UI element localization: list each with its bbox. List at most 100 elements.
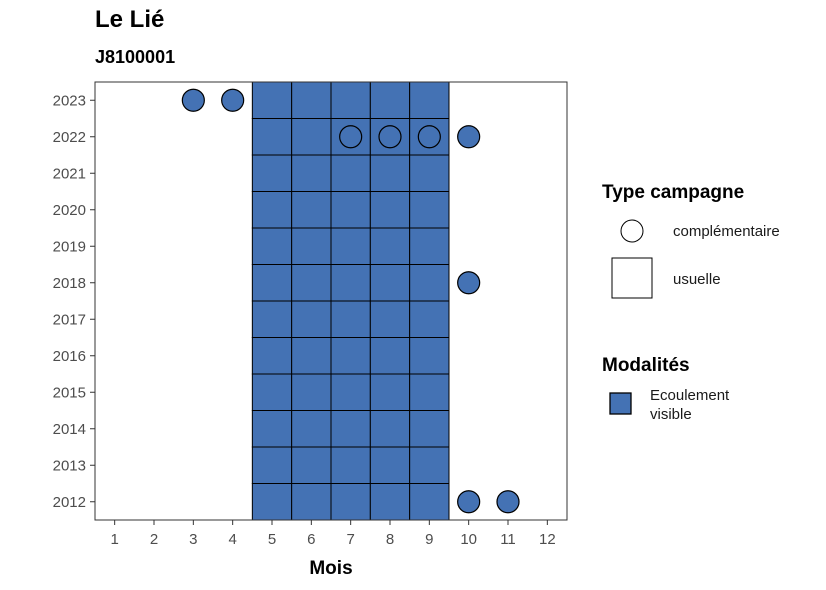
cell-2013-5 bbox=[251, 446, 293, 484]
y-tick-label-2023: 2023 bbox=[53, 92, 86, 109]
panel-border bbox=[94, 81, 568, 521]
cell-2020-8 bbox=[369, 191, 411, 229]
cell-2013-6 bbox=[291, 446, 332, 484]
cell-2013-7 bbox=[330, 446, 371, 484]
y-tick-label-2017: 2017 bbox=[53, 311, 86, 328]
cell-2015-9 bbox=[409, 373, 450, 411]
cell-2018-8 bbox=[369, 264, 411, 302]
x-tick-label-12: 12 bbox=[539, 531, 556, 548]
x-tick-label-5: 5 bbox=[268, 531, 276, 548]
cell-2017-7 bbox=[330, 300, 371, 338]
cell-2021-8 bbox=[369, 154, 411, 192]
cell-2022-5 bbox=[251, 118, 293, 156]
cell-2016-8 bbox=[369, 337, 411, 375]
y-tick-label-2016: 2016 bbox=[53, 348, 86, 365]
y-tick-label-2015: 2015 bbox=[53, 384, 86, 401]
y-tick-label-2012: 2012 bbox=[53, 494, 86, 511]
cell-2015-7 bbox=[330, 373, 371, 411]
x-tick-label-11: 11 bbox=[500, 531, 516, 548]
legend-label-line-2: visible bbox=[650, 406, 692, 423]
x-tick-label-2: 2 bbox=[150, 531, 158, 548]
x-tick-label-6: 6 bbox=[307, 531, 315, 548]
cell-2017-6 bbox=[291, 300, 332, 338]
legend-key-ecoulement-visible bbox=[609, 392, 632, 415]
cell-2015-8 bbox=[369, 373, 411, 411]
cell-2021-6 bbox=[291, 154, 332, 192]
legend-type-title: Type campagne bbox=[602, 182, 744, 203]
point-2023-4 bbox=[221, 88, 245, 112]
cell-2023-5 bbox=[251, 81, 293, 119]
legend-modalites-title: Modalités bbox=[602, 355, 690, 376]
legend-key-usuelle bbox=[611, 257, 653, 299]
legend-label-line-1: Ecoulement bbox=[650, 387, 730, 404]
cell-2019-9 bbox=[409, 227, 450, 265]
cell-2023-7 bbox=[330, 81, 371, 119]
cell-2017-9 bbox=[409, 300, 450, 338]
cell-2012-5 bbox=[251, 483, 293, 521]
cell-2018-9 bbox=[409, 264, 450, 302]
cell-2018-6 bbox=[291, 264, 332, 302]
y-tick-label-2021: 2021 bbox=[53, 165, 86, 182]
legend-key-complementaire bbox=[620, 219, 644, 243]
cell-2018-5 bbox=[251, 264, 293, 302]
y-tick-label-2020: 2020 bbox=[53, 202, 86, 219]
x-tick-label-9: 9 bbox=[425, 531, 433, 548]
x-tick-label-4: 4 bbox=[228, 531, 236, 548]
cell-2021-7 bbox=[330, 154, 371, 192]
cell-2016-5 bbox=[251, 337, 293, 375]
cell-2019-6 bbox=[291, 227, 332, 265]
y-tick-label-2022: 2022 bbox=[53, 129, 86, 146]
point-2022-10 bbox=[457, 125, 481, 149]
cell-2014-9 bbox=[409, 410, 450, 448]
cell-2020-7 bbox=[330, 191, 371, 229]
cell-2012-7 bbox=[330, 483, 371, 521]
cell-2023-9 bbox=[409, 81, 450, 119]
legend-label-ecoulement-visible: Ecoulement visible bbox=[650, 387, 733, 423]
cell-2014-6 bbox=[291, 410, 332, 448]
cell-2020-6 bbox=[291, 191, 332, 229]
cell-2018-7 bbox=[330, 264, 371, 302]
cell-2023-6 bbox=[291, 81, 332, 119]
cell-2016-7 bbox=[330, 337, 371, 375]
x-tick-label-7: 7 bbox=[346, 531, 354, 548]
point-2022-8 bbox=[378, 125, 402, 149]
cell-2013-9 bbox=[409, 446, 450, 484]
y-tick-label-2014: 2014 bbox=[53, 421, 86, 438]
x-tick-label-3: 3 bbox=[189, 531, 197, 548]
cell-2015-6 bbox=[291, 373, 332, 411]
chart-subtitle: J8100001 bbox=[95, 47, 176, 67]
x-axis-title: Mois bbox=[309, 558, 352, 579]
cell-2019-5 bbox=[251, 227, 293, 265]
x-axis: 1 2 3 4 5 6 7 8 9 10 11 12 bbox=[110, 520, 556, 548]
complementaire-points bbox=[181, 88, 520, 514]
cell-2023-8 bbox=[369, 81, 411, 119]
cell-2019-8 bbox=[369, 227, 411, 265]
legend: Type campagne complémentaire usuelle Mod… bbox=[602, 182, 780, 423]
cell-2014-5 bbox=[251, 410, 293, 448]
point-2022-7 bbox=[339, 125, 363, 149]
y-axis: 2012 2013 2014 2015 2016 2017 2018 2019 2020 2021… bbox=[53, 92, 95, 511]
cell-2016-6 bbox=[291, 337, 332, 375]
usuelle-cells bbox=[251, 81, 450, 521]
cell-2012-6 bbox=[291, 483, 332, 521]
cell-2021-9 bbox=[409, 154, 450, 192]
legend-label-usuelle: usuelle bbox=[673, 271, 721, 288]
cell-2019-7 bbox=[330, 227, 371, 265]
x-tick-label-8: 8 bbox=[386, 531, 394, 548]
y-tick-label-2018: 2018 bbox=[53, 275, 86, 292]
cell-2015-5 bbox=[251, 373, 293, 411]
point-2018-10 bbox=[457, 271, 481, 295]
cell-2020-9 bbox=[409, 191, 450, 229]
legend-label-complementaire: complémentaire bbox=[673, 223, 780, 240]
cell-2012-8 bbox=[369, 483, 411, 521]
cell-2013-8 bbox=[369, 446, 411, 484]
cell-2014-8 bbox=[369, 410, 411, 448]
point-2012-10 bbox=[457, 490, 481, 514]
point-2012-11 bbox=[496, 490, 520, 514]
cell-2012-9 bbox=[409, 483, 450, 521]
chart-title: Le Lié bbox=[95, 6, 165, 33]
x-tick-label-10: 10 bbox=[460, 531, 477, 548]
point-2023-3 bbox=[181, 88, 205, 112]
cell-2022-6 bbox=[291, 118, 332, 156]
x-tick-label-1: 1 bbox=[110, 531, 118, 548]
